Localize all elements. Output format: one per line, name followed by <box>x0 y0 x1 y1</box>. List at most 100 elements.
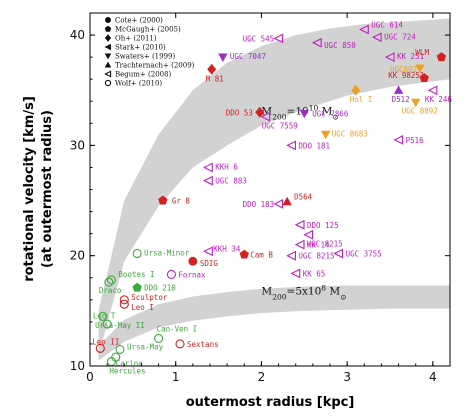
data-marker <box>311 37 322 48</box>
legend-entry: Swaters+ (1999) <box>104 53 175 61</box>
data-point-label: KK 14 <box>307 241 330 250</box>
data-point-label: KKH 34 <box>213 244 241 253</box>
data-point-label: DDO 53 <box>226 108 253 117</box>
data-point: KK 246 <box>425 85 452 104</box>
data-point: DDO 125 <box>294 219 339 230</box>
data-point-label: KK 251 <box>397 52 424 61</box>
data-point: P516 <box>393 134 424 145</box>
data-point-label: UGC 7047 <box>230 52 266 61</box>
data-point-label: Leo II <box>92 337 119 346</box>
data-marker <box>166 269 176 279</box>
data-point: Ursa-May <box>115 342 164 355</box>
data-point: Draco <box>99 277 122 295</box>
data-marker <box>393 134 404 145</box>
data-marker <box>294 239 305 250</box>
mass-band-0 <box>98 18 451 355</box>
data-marker <box>188 256 198 266</box>
legend-marker <box>104 25 112 32</box>
data-marker <box>260 111 271 122</box>
data-point-label: Carina <box>116 359 143 368</box>
data-marker <box>411 98 421 108</box>
data-point: UGC 614 <box>359 21 403 35</box>
data-point-label: Ursa-Minor <box>144 248 190 257</box>
data-point: KKH 6 <box>203 162 238 173</box>
data-marker <box>106 275 116 285</box>
legend-label: McGaugh+ (2005) <box>115 26 181 34</box>
x-tick-label: 3 <box>343 370 351 384</box>
y-tick-label: 20 <box>70 249 85 263</box>
data-point-label: WLM <box>415 48 429 57</box>
data-marker <box>384 52 395 63</box>
data-marker <box>239 249 249 259</box>
data-point-label: UGC 7559 <box>262 122 298 131</box>
data-point-label: KKH 6 <box>215 162 238 171</box>
data-marker <box>115 344 125 355</box>
data-point-label: Hol I <box>350 95 373 104</box>
mass-band-label-1: M200=5x108 M⊙ <box>261 283 346 301</box>
legend-label: Oh+ (2011) <box>115 35 157 43</box>
data-point: Sextans <box>175 339 219 349</box>
data-point: DDO 183 <box>243 198 284 209</box>
mass-bands: M200=1010 M⊙M200=5x108 M⊙ <box>98 18 451 361</box>
data-marker <box>95 343 105 353</box>
data-point: UGC 724 <box>371 32 416 43</box>
data-point-label: UGCA92 <box>390 65 417 74</box>
data-point: Sculptor <box>119 293 168 305</box>
data-point-label: SDIG <box>200 259 219 268</box>
data-point-label: Hercules <box>109 367 145 376</box>
data-marker <box>273 33 284 44</box>
data-marker <box>175 339 185 349</box>
data-point: WLM <box>415 48 447 62</box>
data-point: DDO 181 <box>286 140 330 150</box>
data-point: DDO 210 <box>132 282 176 293</box>
data-marker <box>102 319 112 329</box>
legend-entry: Cote+ (2000) <box>105 17 163 25</box>
x-tick-label: 2 <box>258 370 266 384</box>
data-point-label: Ursa-May II <box>95 321 145 330</box>
data-point: Ursa-May II <box>95 319 145 330</box>
data-point-label: DDO 210 <box>144 284 176 293</box>
legend-entry: Oh+ (2011) <box>104 34 157 43</box>
data-marker <box>359 24 369 35</box>
data-marker <box>132 282 142 292</box>
data-point: UGC 8683 <box>321 129 368 140</box>
legend-label: Begum+ (2008) <box>115 71 172 79</box>
y-tick-label: 30 <box>70 138 85 152</box>
data-point-label: UGC 883 <box>215 177 247 186</box>
data-marker <box>98 311 108 321</box>
legend-label: Stark+ (2010) <box>115 44 166 52</box>
data-point: UGC 7047 <box>218 52 266 62</box>
legend-marker <box>104 79 112 87</box>
data-point: SDIG <box>188 256 219 268</box>
data-point: KK 65 <box>290 268 325 279</box>
data-point: Gr 8 <box>158 195 191 206</box>
data-point-label: Leo I <box>131 303 154 312</box>
data-point-label: UGC 724 <box>384 32 416 41</box>
legend-marker <box>104 53 112 60</box>
data-point-label: Can-Ven I <box>157 324 198 333</box>
data-point-label: UGC 850 <box>324 41 356 50</box>
x-axis-title: outermost radius [kpc] <box>186 395 355 410</box>
data-point: D564 <box>282 193 313 206</box>
data-marker <box>427 85 438 96</box>
data-point-label: DDO 183 <box>243 200 275 209</box>
mass-band-1 <box>98 285 451 361</box>
data-marker <box>282 196 292 206</box>
data-marker <box>303 229 314 240</box>
data-marker <box>119 295 129 305</box>
data-point-label: UGC 545 <box>243 34 275 43</box>
data-point: UGC 8215 <box>286 250 335 261</box>
legend-entry: McGaugh+ (2005) <box>104 25 181 34</box>
x-tick-label: 4 <box>429 370 437 384</box>
data-marker <box>436 52 447 62</box>
data-point-label: UGC 8215 <box>307 240 343 249</box>
data-point: M 81 <box>206 63 224 83</box>
data-point-label: UGC 8683 <box>332 129 368 138</box>
data-point-label: Sculptor <box>131 293 168 302</box>
data-point-label: Gr 8 <box>172 197 191 206</box>
data-point: Can-Ven I <box>154 324 198 343</box>
data-marker <box>290 268 301 279</box>
data-point-label: Ursa-May <box>127 342 164 351</box>
data-point: Bootes I <box>106 270 155 285</box>
data-point-label: D564 <box>294 193 313 202</box>
